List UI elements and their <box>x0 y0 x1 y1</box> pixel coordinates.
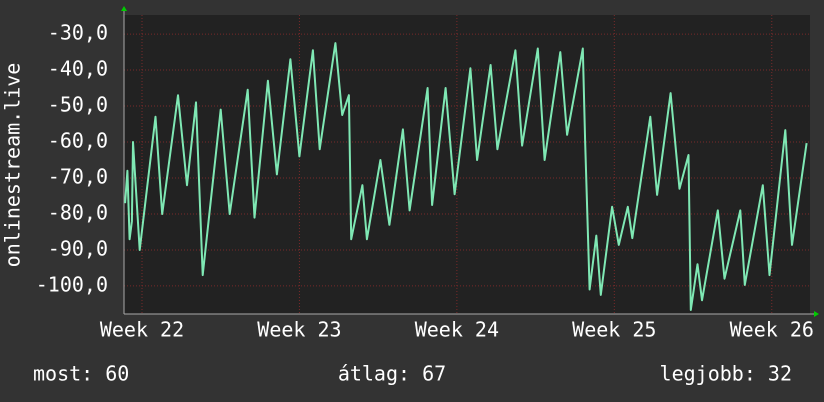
y-tick-label: -80,0 <box>48 200 108 224</box>
x-tick-label: Week 22 <box>100 318 184 342</box>
y-tick-label: -30,0 <box>48 21 108 45</box>
x-tick-label: Week 25 <box>572 318 656 342</box>
y-tick-label: -100,0 <box>36 272 108 296</box>
data-line <box>124 42 808 311</box>
plot-area <box>124 15 810 314</box>
stat-average: átlag: 67 <box>338 362 446 386</box>
x-axis-arrow <box>814 311 819 317</box>
x-tick-label: Week 26 <box>730 318 814 342</box>
x-tick-label: Week 23 <box>257 318 341 342</box>
y-tick-label: -60,0 <box>48 129 108 153</box>
stat-best: legjobb: 32 <box>660 362 792 386</box>
y-tick-label: -40,0 <box>48 57 108 81</box>
y-axis-arrow <box>121 6 127 11</box>
y-tick-label: -90,0 <box>48 236 108 260</box>
x-tick-label: Week 24 <box>415 318 499 342</box>
stat-current: most: 60 <box>33 362 129 386</box>
y-tick-label: -70,0 <box>48 164 108 188</box>
y-axis-label: onlinestream.live <box>1 63 25 268</box>
y-tick-label: -50,0 <box>48 93 108 117</box>
